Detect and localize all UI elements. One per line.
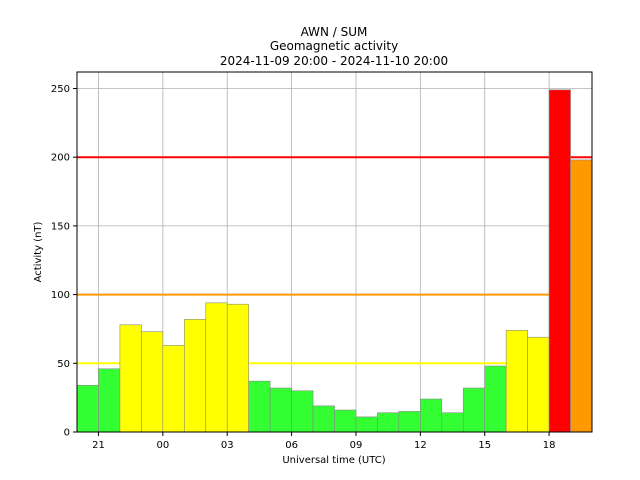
chart-title-line-3: 2024-11-09 20:00 - 2024-11-10 20:00	[220, 54, 448, 68]
bar-hour-40	[505, 330, 528, 433]
bar-hour-21	[98, 368, 121, 433]
chart-title: AWN / SUM Geomagnetic activity 2024-11-0…	[220, 25, 448, 68]
x-tick-label: 12	[414, 440, 427, 451]
x-tick-label: 21	[92, 440, 105, 451]
bar-hour-36	[420, 398, 443, 433]
y-tick-label: 250	[51, 84, 70, 95]
bar-hour-22	[119, 324, 142, 433]
x-tick-label: 06	[285, 440, 298, 451]
y-axis-ticks: 0 50 100 150 200 250	[51, 84, 77, 439]
bar-hour-37	[441, 412, 464, 433]
plot-frame	[76, 71, 593, 433]
bar-hour-41	[527, 336, 550, 433]
bar-hour-24	[162, 345, 185, 433]
bar-hour-39	[484, 365, 507, 433]
y-tick-label: 100	[51, 290, 70, 301]
x-tick-label: 03	[221, 440, 234, 451]
x-axis-label: Universal time (UTC)	[282, 455, 385, 466]
bars	[76, 89, 593, 433]
bar-hour-31	[312, 405, 335, 433]
x-tick-label: 09	[350, 440, 363, 451]
x-tick-label: 00	[156, 440, 169, 451]
x-tick-label: 15	[478, 440, 491, 451]
bar-hour-23	[141, 331, 164, 433]
bar-hour-27	[226, 303, 249, 433]
bar-hour-20	[76, 384, 99, 433]
y-tick-label: 200	[51, 153, 70, 164]
y-tick-label: 150	[51, 221, 70, 232]
x-tick-label: 18	[543, 440, 556, 451]
x-axis-ticks: 21 00 03 06 09 12 15 18	[92, 432, 555, 451]
bar-hour-28	[248, 380, 271, 433]
y-axis-label: Activity (nT)	[33, 221, 44, 282]
bar-hour-29	[269, 387, 292, 433]
bar-hour-32	[334, 409, 357, 433]
bar-hour-25	[183, 319, 207, 433]
bar-hour-26	[205, 302, 228, 433]
bar-hour-38	[462, 387, 486, 433]
chart-title-line-2: Geomagnetic activity	[270, 39, 398, 53]
bar-hour-30	[291, 390, 314, 433]
bar-hour-34	[377, 412, 400, 433]
bar-hour-33	[355, 416, 378, 433]
bar-hour-43	[570, 159, 593, 433]
bar-hour-35	[398, 411, 421, 433]
chart-title-line-1: AWN / SUM	[301, 25, 368, 39]
y-tick-label: 50	[57, 359, 70, 370]
y-tick-label: 0	[64, 428, 70, 439]
bar-hour-42	[548, 89, 571, 433]
